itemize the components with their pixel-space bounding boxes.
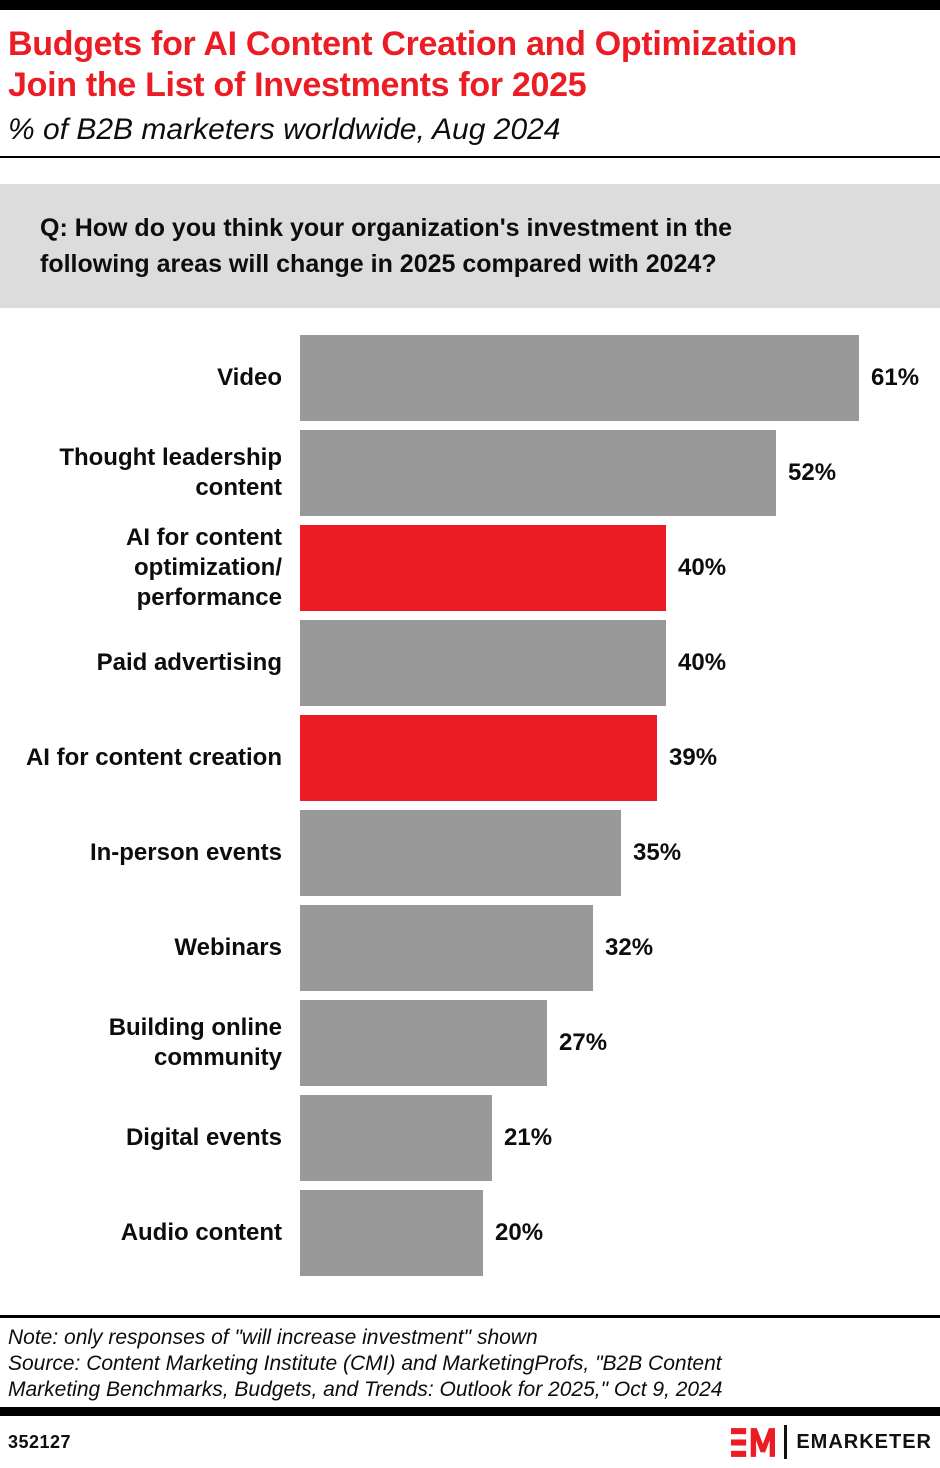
chart: Video 61% Thought leadership content 52% AI … <box>0 335 940 1276</box>
bar <box>300 1190 483 1276</box>
bar-value: 35% <box>633 839 682 866</box>
bar-row: In-person events 35% <box>0 810 940 896</box>
page-title: Budgets for AI Content Creation and Opti… <box>8 25 797 104</box>
bar-label: Audio content <box>120 1219 282 1246</box>
bar <box>300 1095 492 1181</box>
bar-zone: 27% <box>300 1000 940 1086</box>
bar-zone: 39% <box>300 715 940 801</box>
bar-zone: 35% <box>300 810 940 896</box>
bar-zone: 52% <box>300 430 940 516</box>
bar-row: AI for content creation 39% <box>0 715 940 801</box>
bar <box>300 905 593 991</box>
bar-value: 61% <box>871 364 920 391</box>
bar-label: Building online community <box>108 1014 282 1071</box>
bar <box>300 430 776 516</box>
source-text: Source: Content Marketing Institute (CMI… <box>8 1352 723 1401</box>
emarketer-wordmark: EMARKETER <box>796 1430 932 1453</box>
bar-value: 39% <box>669 744 718 771</box>
footer: 352127 EMARKETER <box>0 1416 940 1468</box>
bar-row: Building online community 27% <box>0 1000 940 1086</box>
bar-zone: 61% <box>300 335 940 421</box>
question-box: Q: How do you think your organization's … <box>0 184 940 308</box>
bar-row: Thought leadership content 52% <box>0 430 940 516</box>
chart-id: 352127 <box>8 1431 72 1452</box>
bar-highlighted <box>300 525 666 611</box>
notes: Note: only responses of "will increase i… <box>0 1318 940 1403</box>
bar-value: 32% <box>605 934 654 961</box>
bar-label: AI for content creation <box>25 744 282 771</box>
bar <box>300 335 859 421</box>
bar-value: 20% <box>495 1219 544 1246</box>
bar <box>300 1000 547 1086</box>
bar-zone: 20% <box>300 1190 940 1276</box>
bar-label: Webinars <box>174 934 282 961</box>
bar-value: 27% <box>559 1029 608 1056</box>
bar-label: Video <box>217 364 282 391</box>
bar-row: Audio content 20% <box>0 1190 940 1276</box>
top-black-strip <box>0 0 940 10</box>
bar-zone: 21% <box>300 1095 940 1181</box>
bar-label: Digital events <box>125 1124 282 1151</box>
logo-divider <box>784 1425 788 1459</box>
bar-zone: 40% <box>300 525 940 611</box>
footer-divider <box>0 1407 940 1416</box>
header: Budgets for AI Content Creation and Opti… <box>0 10 940 148</box>
header-divider <box>0 156 940 158</box>
bar-label: Thought leadership content <box>59 444 282 501</box>
bar-label: AI for content optimization/ performance <box>126 524 282 611</box>
bar <box>300 620 666 706</box>
bar-row: Paid advertising 40% <box>0 620 940 706</box>
em-mark-icon <box>731 1427 776 1457</box>
bar-value: 21% <box>504 1124 553 1151</box>
bar-value: 40% <box>678 554 727 581</box>
bar <box>300 810 621 896</box>
bar-row: Digital events 21% <box>0 1095 940 1181</box>
bar-row: AI for content optimization/ performance… <box>0 524 940 611</box>
bar-zone: 32% <box>300 905 940 991</box>
bar-label: In-person events <box>89 839 282 866</box>
bar-row: Webinars 32% <box>0 905 940 991</box>
note-text: Note: only responses of "will increase i… <box>8 1326 538 1349</box>
bar-highlighted <box>300 715 657 801</box>
question-text: Q: How do you think your organization's … <box>40 214 733 278</box>
bar-zone: 40% <box>300 620 940 706</box>
bar-value: 40% <box>678 649 727 676</box>
bar-value: 52% <box>788 459 837 486</box>
bar-row: Video 61% <box>0 335 940 421</box>
note-divider <box>0 1315 940 1318</box>
page-subtitle: % of B2B marketers worldwide, Aug 2024 <box>8 113 561 146</box>
emarketer-logo: EMARKETER <box>731 1425 932 1459</box>
bar-label: Paid advertising <box>96 649 282 676</box>
